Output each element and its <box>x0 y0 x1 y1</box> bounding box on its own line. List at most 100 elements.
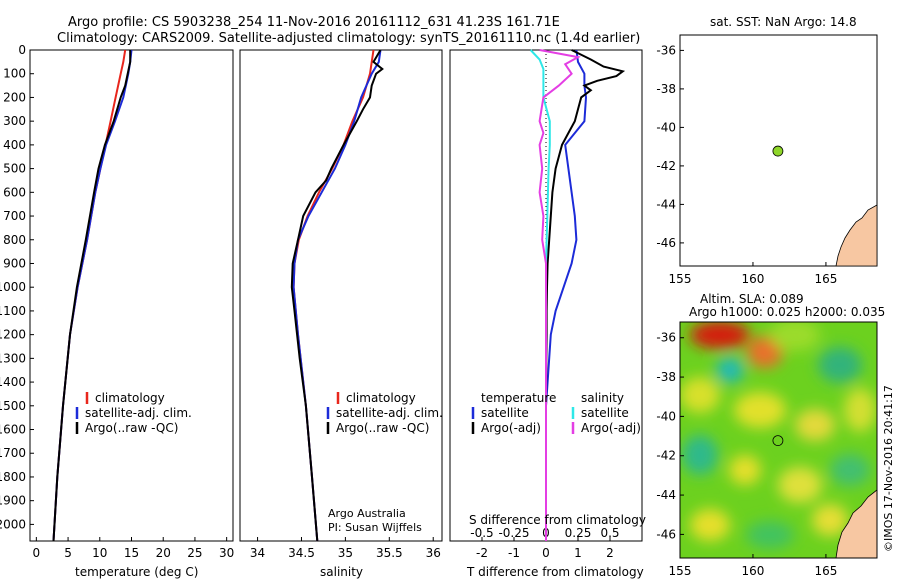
x-tick-label: 36 <box>426 546 441 560</box>
y-tick-label: 1400 <box>0 375 26 389</box>
y-tick-label: 1800 <box>0 470 26 484</box>
salinity-panel <box>239 49 443 542</box>
y-tick-label: 1000 <box>0 280 26 294</box>
series-argo <box>52 50 132 542</box>
series-satellite <box>52 49 133 542</box>
legend-climatology-label: climatology <box>95 391 165 405</box>
temperature-panel <box>29 49 234 542</box>
x-tick-label: 0 <box>33 546 41 560</box>
series-temp-argo <box>545 49 626 541</box>
x-tick-label: -2 <box>476 546 488 560</box>
sst-map-axes: 155 160 165 -36 -38 -40 -42 -44 -46 <box>656 43 837 286</box>
y-tick-label: 1200 <box>0 328 26 342</box>
legend-temp-argo: Argo(-adj) <box>481 421 541 435</box>
salinity-legend: climatology satellite-adj. clim. Argo(..… <box>326 391 443 534</box>
y-tick-label: 1500 <box>0 399 26 413</box>
y-tick-label: 800 <box>3 233 26 247</box>
x-tick-label: 160 <box>742 272 765 286</box>
sst-map-title: sat. SST: NaN Argo: 14.8 <box>710 15 857 29</box>
x-tick-label: 34.5 <box>288 546 315 560</box>
y-tick-label: 1900 <box>0 494 26 508</box>
y-tick-label: 1700 <box>0 446 26 460</box>
temperature-plot: 0100200300400500600700800900100011001200… <box>0 43 234 560</box>
imos-watermark: ©IMOS 17-Nov-2016 20:41:17 <box>882 385 895 552</box>
x-tick-label: 25 <box>187 546 202 560</box>
x2-tick-label: 0.5 <box>600 526 619 540</box>
x2-tick-label: -0.25 <box>498 526 529 540</box>
land-mass-nz <box>835 204 878 267</box>
x-tick-label: 1 <box>574 546 582 560</box>
x2-tick-label: 0.25 <box>565 526 592 540</box>
y-tick-label: 1600 <box>0 423 26 437</box>
y-tick-label: -36 <box>656 43 676 57</box>
legend-argo-label: Argo(..raw -QC) <box>336 421 429 435</box>
x-tick-label: 5 <box>64 546 72 560</box>
y-tick-label: 700 <box>3 209 26 223</box>
x-tick-label: 165 <box>814 272 837 286</box>
y-tick-label: -38 <box>656 370 676 384</box>
x-tick-label: 2 <box>606 546 614 560</box>
difference-plot: -2 -1 0 1 2-0.5 -0.25 0 0.25 0.5 <box>470 49 626 560</box>
x-tick-label: 165 <box>814 564 837 578</box>
x-tick-label: 34 <box>250 546 265 560</box>
sla-map-frame <box>679 321 878 559</box>
x-tick-label: 160 <box>742 564 765 578</box>
y-tick-label: -44 <box>656 488 676 502</box>
y-tick-label: -44 <box>656 197 676 211</box>
annotation-institution: Argo Australia <box>328 507 406 520</box>
difference-xlabel: T difference from climatology <box>466 565 644 579</box>
s-difference-label: S difference from climatology <box>469 513 646 527</box>
legend-sal-satellite: satellite <box>581 406 629 420</box>
legend-climatology-label: climatology <box>346 391 416 405</box>
legend-sal-argo: Argo(-adj) <box>581 421 641 435</box>
sla-map-subtitle: Argo h1000: 0.025 h2000: 0.035 <box>689 305 885 319</box>
y-tick-label: 100 <box>3 67 26 81</box>
legend-satellite-label: satellite-adj. clim. <box>336 406 443 420</box>
x-tick-label: 155 <box>669 564 692 578</box>
y-tick-label: -42 <box>656 449 676 463</box>
legend-salinity-title: salinity <box>581 391 624 405</box>
y-tick-label: 500 <box>3 162 26 176</box>
y-tick-label: -40 <box>656 409 676 423</box>
y-tick-label: 900 <box>3 256 26 270</box>
x-tick-label: 35.5 <box>376 546 403 560</box>
x-tick-label: 35 <box>338 546 353 560</box>
x-tick-label: 155 <box>669 272 692 286</box>
y-tick-label: 2000 <box>0 517 26 531</box>
y-tick-label: 1300 <box>0 351 26 365</box>
difference-legend: temperature satellite Argo(-adj) salinit… <box>469 391 646 527</box>
header-line-2: Climatology: CARS2009. Satellite-adjuste… <box>57 31 640 46</box>
y-tick-label: -36 <box>656 331 676 345</box>
temperature-legend: climatology satellite-adj. clim. Argo(..… <box>75 391 192 435</box>
y-tick-label: -46 <box>656 236 676 250</box>
argo-float-marker <box>772 435 784 446</box>
x-tick-label: 20 <box>156 546 171 560</box>
argo-float-marker <box>772 145 784 157</box>
salinity-plot: 34 34.5 35 35.5 36 <box>250 49 441 560</box>
y-tick-label: 1100 <box>0 304 26 318</box>
header-line-1: Argo profile: CS 5903238_254 11-Nov-2016… <box>68 15 560 30</box>
series-temp-satellite <box>545 49 588 541</box>
x2-tick-label: -0.5 <box>470 526 493 540</box>
series-climatology <box>292 49 375 542</box>
y-tick-label: -40 <box>656 120 676 134</box>
legend-satellite-label: satellite-adj. clim. <box>85 406 192 420</box>
salinity-xlabel: salinity <box>320 565 363 579</box>
y-tick-label: 0 <box>18 43 26 57</box>
y-tick-label: 300 <box>3 114 26 128</box>
x-tick-label: 0 <box>542 546 550 560</box>
legend-temp-satellite: satellite <box>481 406 529 420</box>
x-tick-label: 15 <box>124 546 139 560</box>
series-satellite <box>292 49 382 542</box>
y-tick-label: -38 <box>656 82 676 96</box>
temperature-xlabel: temperature (deg C) <box>75 565 198 579</box>
legend-argo-label: Argo(..raw -QC) <box>85 421 178 435</box>
x-tick-label: 30 <box>219 546 234 560</box>
land-mass-nz <box>835 489 877 558</box>
series-argo <box>290 49 384 542</box>
y-tick-label: 200 <box>3 90 26 104</box>
annotation-pi: PI: Susan Wijffels <box>328 521 422 534</box>
sla-map-axes: 155 160 165 -36 -38 -40 -42 -44 -46 <box>656 331 837 578</box>
sla-map-title: Altim. SLA: 0.089 <box>700 292 804 306</box>
